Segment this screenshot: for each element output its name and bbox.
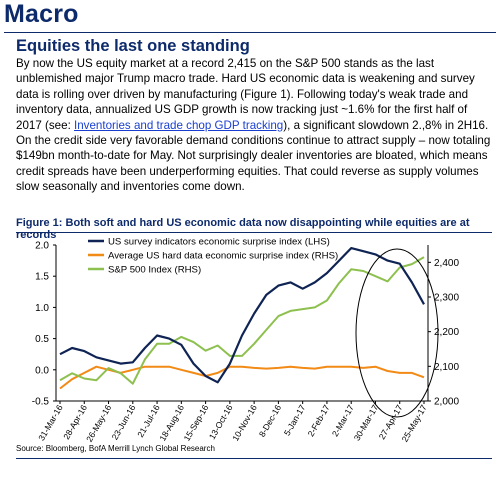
right-tick-label: 2,200 <box>434 327 459 338</box>
x-tick-label: 2-Feb-17 <box>306 403 332 438</box>
figure-bottom-rule <box>16 458 492 459</box>
left-tick-label: 1.5 <box>35 272 49 283</box>
series-line-1 <box>59 247 425 384</box>
report-link[interactable]: Inventories and trade chop GDP tracking <box>74 118 284 132</box>
x-tick-label: 10-Nov-16 <box>230 403 259 443</box>
highlight-ellipse <box>355 248 439 418</box>
right-tick-label: 2,400 <box>434 258 459 269</box>
body-text-part-2: ), a significant slowdown 2.,8% in 2H16.… <box>16 118 491 194</box>
right-axis: 2,400 2,300 2,200 2,100 2,000 <box>427 245 459 408</box>
x-tick-label: 8-Dec-16 <box>257 403 283 439</box>
left-axis: 2.0 1.5 1.0 0.5 0.0 -0.5 <box>32 241 57 408</box>
series-layer <box>59 247 425 390</box>
left-tick-label: 0.5 <box>35 334 49 345</box>
section-title: Macro <box>4 0 79 28</box>
x-axis: 31-Mar-1628-Apr-1626-May-1623-Jun-1621-J… <box>36 400 429 443</box>
legend-label-3: S&P 500 Index (RHS) <box>108 265 201 276</box>
figure-top-rule <box>16 232 492 233</box>
left-tick-label: 0.0 <box>35 365 49 376</box>
series-line-3 <box>59 256 425 385</box>
left-tick-label: 2.0 <box>35 241 49 252</box>
x-tick-label: 23-Jun-16 <box>110 403 138 442</box>
right-tick-label: 2,000 <box>434 397 459 408</box>
x-tick-label: 5-Jan-17 <box>282 403 308 438</box>
line-chart: US survey indicators economic surprise i… <box>32 237 460 444</box>
legend-label-2: Average US hard data economic surprise i… <box>108 251 338 262</box>
legend-label-1: US survey indicators economic surprise i… <box>108 237 330 248</box>
left-tick-label: -0.5 <box>32 397 50 408</box>
left-tick-label: 1.0 <box>35 303 49 314</box>
x-tick-label: 21-Jul-16 <box>135 403 162 439</box>
headline: Equities the last one standing <box>16 37 250 55</box>
right-tick-label: 2,100 <box>434 362 459 373</box>
x-tick-label: 2-Mar-17 <box>330 403 356 438</box>
section-divider <box>4 32 496 33</box>
body-paragraph: By now the US equity market at a record … <box>16 56 492 195</box>
chart-legend: US survey indicators economic surprise i… <box>88 237 338 276</box>
figure-source: Source: Bloomberg, BofA Merrill Lynch Gl… <box>16 444 215 453</box>
right-tick-label: 2,300 <box>434 293 459 304</box>
body-text-part-1: By now the US equity market at a record … <box>16 57 475 132</box>
